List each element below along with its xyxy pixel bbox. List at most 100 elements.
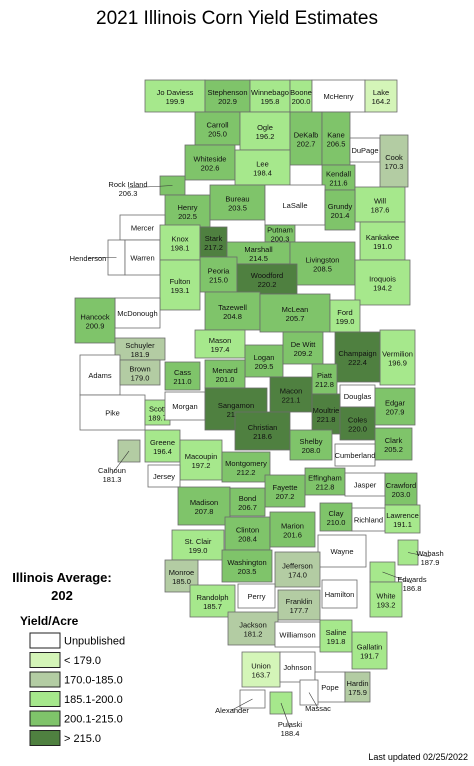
county xyxy=(289,429,333,461)
county-value: 196.2 xyxy=(256,132,275,141)
county xyxy=(351,631,388,670)
county-label: Kendall 211.6 xyxy=(326,170,351,188)
county-name: Macon xyxy=(280,387,303,396)
county-name: Pike xyxy=(105,409,120,418)
county-label: Hardin 175.9 xyxy=(346,679,368,697)
county xyxy=(359,221,406,261)
legend-title: Yield/Acre xyxy=(20,614,79,628)
county-value: 200.0 xyxy=(292,97,311,106)
county-label: Macoupin 197.2 xyxy=(185,452,218,470)
county-name: Williamson xyxy=(279,631,315,640)
county-label: Jackson 181.2 xyxy=(239,621,267,639)
county-value: 177.7 xyxy=(290,606,309,615)
county-value: 207.8 xyxy=(195,507,214,516)
county-label: McDonough xyxy=(117,309,157,318)
county-value: 187.9 xyxy=(421,558,440,567)
county-label: Johnson xyxy=(283,663,311,672)
county-label: Lake 164.2 xyxy=(372,88,391,106)
county-name: Marshall xyxy=(244,245,273,254)
county-label: Ford 199.0 xyxy=(336,308,355,326)
county-label: Jasper xyxy=(354,481,377,490)
county-name: Kane xyxy=(327,131,345,140)
county-name: Scott xyxy=(149,405,167,414)
county xyxy=(354,259,411,306)
county-name: Jasper xyxy=(354,481,377,490)
county-value: 174.0 xyxy=(288,571,307,580)
legend-swatch xyxy=(29,671,61,688)
county-label: Kane 206.5 xyxy=(327,131,346,149)
county-label: Calhoun 181.3 xyxy=(98,466,126,484)
county-label: Lawrence 191.1 xyxy=(386,511,419,529)
county-name: Douglas xyxy=(344,392,372,401)
county-label: McLean 205.7 xyxy=(282,305,309,323)
county-name: Pope xyxy=(321,683,339,692)
county-value: 208.0 xyxy=(302,446,321,455)
county-value: 164.2 xyxy=(372,97,391,106)
county-label: Marion 201.6 xyxy=(281,522,304,540)
county xyxy=(199,226,228,258)
map-title: 2021 Illinois Corn Yield Estimates xyxy=(96,8,378,29)
county-label: Crawford 203.0 xyxy=(386,481,416,499)
county-label: Douglas xyxy=(344,392,372,401)
leader-line xyxy=(382,571,413,584)
county-value: 194.2 xyxy=(373,284,392,293)
county xyxy=(171,529,225,561)
county-label: Bond 206.7 xyxy=(238,494,257,512)
county-label: Fayette 207.2 xyxy=(272,483,297,501)
county xyxy=(334,443,376,467)
county-value: 181.9 xyxy=(131,350,150,359)
county-name: Pulaski xyxy=(278,720,303,729)
county-name: St. Clair xyxy=(185,537,212,546)
county xyxy=(234,149,291,186)
county-name: Cumberland xyxy=(335,451,376,460)
county-value: 187.6 xyxy=(371,206,390,215)
county-name: Logan xyxy=(254,353,275,362)
county-name: Tazewell xyxy=(218,303,247,312)
county xyxy=(264,474,306,508)
county-name: Calhoun xyxy=(98,466,126,475)
footer: Last updated 02/25/2022 xyxy=(368,752,468,762)
county-name: Wabash xyxy=(416,549,443,558)
county-label: White 193.2 xyxy=(376,592,395,610)
county-name: Hancock xyxy=(80,313,109,322)
county-label: Coles 220.0 xyxy=(348,416,367,434)
leader-line xyxy=(308,692,319,709)
county xyxy=(194,329,246,359)
county-label: DeKalb 202.7 xyxy=(294,131,319,149)
county xyxy=(384,504,421,534)
legend-swatch xyxy=(29,632,61,649)
county xyxy=(264,184,326,226)
county xyxy=(164,391,206,421)
county-name: Cook xyxy=(385,153,403,162)
county-name: Lake xyxy=(373,88,389,97)
legend-label: > 215.0 xyxy=(64,733,101,745)
leader-line xyxy=(280,702,291,729)
leader-line xyxy=(111,450,130,475)
county-value: 191.1 xyxy=(393,520,412,529)
county-label: Williamson xyxy=(279,631,315,640)
county-value: 205.7 xyxy=(286,314,305,323)
county-name: LaSalle xyxy=(282,201,307,210)
county-name: Knox xyxy=(171,235,188,244)
county-name: Union xyxy=(251,662,271,671)
county-value: 222.4 xyxy=(348,358,367,367)
county-name: Jefferson xyxy=(282,562,313,571)
legend-swatch xyxy=(29,730,61,746)
county-value: 211.6 xyxy=(329,179,347,188)
county-value: 193.1 xyxy=(171,286,190,295)
county-value: 208.4 xyxy=(238,535,257,544)
county-name: Clinton xyxy=(236,526,259,535)
county xyxy=(321,164,356,191)
county-label: Bureau 203.5 xyxy=(225,195,249,213)
county-label: Perry xyxy=(248,592,266,601)
county-label: Saline 191.8 xyxy=(326,628,347,646)
county-label: Will 187.6 xyxy=(371,197,390,215)
county xyxy=(221,549,273,583)
county-label: Lee 198.4 xyxy=(253,160,272,178)
county-name: Woodford xyxy=(251,271,283,280)
county-name: Sangamon xyxy=(218,401,254,410)
legend: Unpublished < 179.0 170.0-185.0 185.1-200.0… xyxy=(29,632,125,746)
county-name: Schuyler xyxy=(125,341,155,350)
county-label: Alexander xyxy=(215,706,249,715)
